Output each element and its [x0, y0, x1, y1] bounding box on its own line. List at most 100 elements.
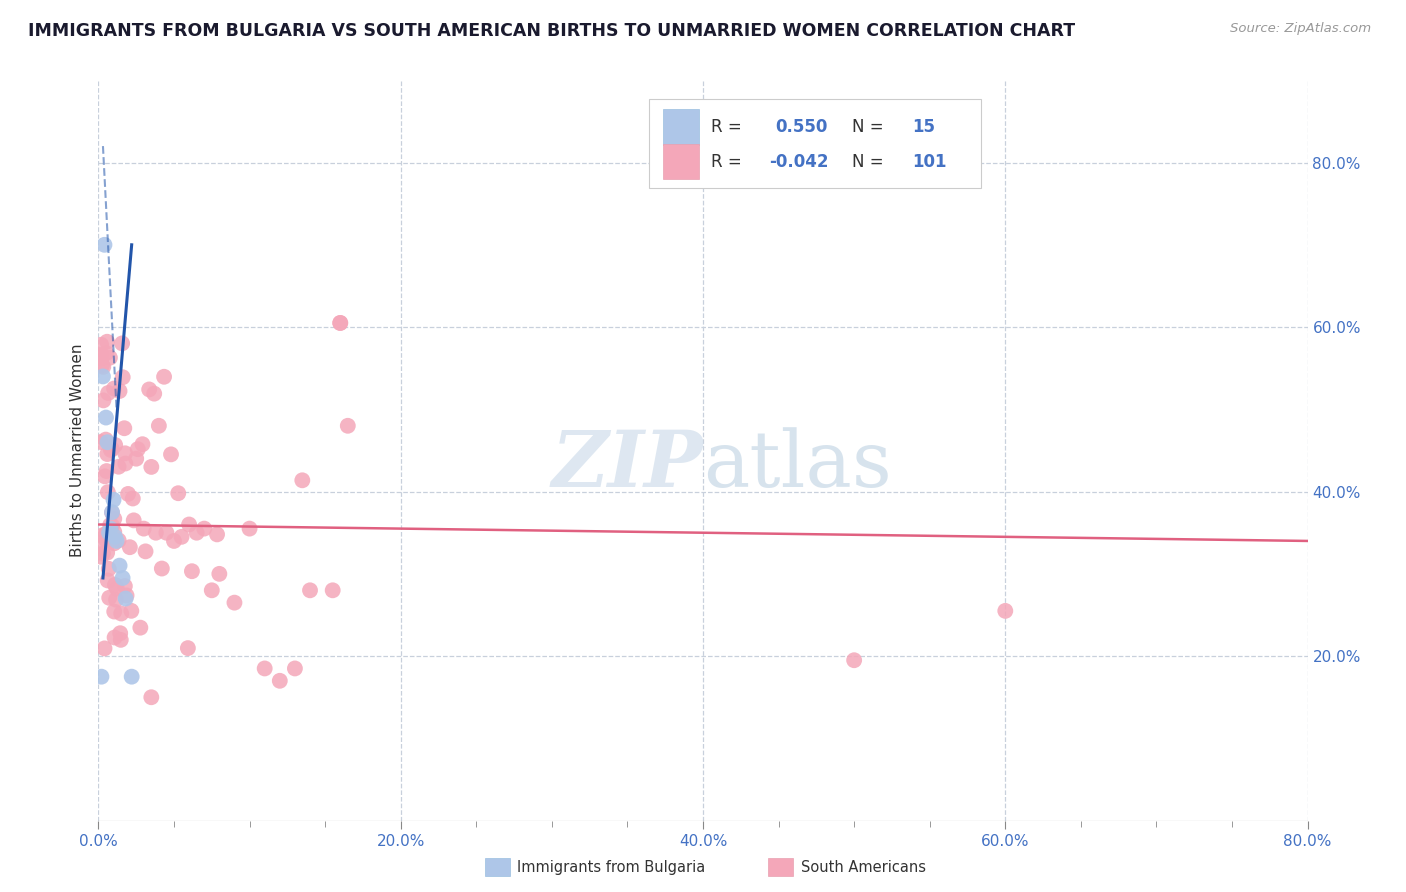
Point [101, 505, 124, 519]
Point [90, 435, 112, 450]
Text: Source: ZipAtlas.com: Source: ZipAtlas.com [1230, 22, 1371, 36]
Point [94, 410, 117, 425]
Point [112, 421, 135, 435]
Point [104, 530, 127, 544]
Point [269, 673, 291, 688]
Point [100, 442, 122, 457]
Point [121, 670, 143, 684]
Text: 101: 101 [912, 153, 946, 170]
Point [163, 533, 186, 548]
Point [122, 513, 145, 527]
Point [97, 485, 120, 500]
Point [844, 653, 866, 667]
Point [103, 536, 125, 550]
Point [91, 546, 114, 560]
Point [91, 369, 114, 384]
Point [299, 583, 322, 598]
Point [105, 582, 128, 596]
Point [97, 386, 120, 401]
Point [141, 459, 163, 474]
Point [100, 522, 122, 536]
Text: atlas: atlas [703, 427, 891, 503]
Text: IMMIGRANTS FROM BULGARIA VS SOUTH AMERICAN BIRTHS TO UNMARRIED WOMEN CORRELATION: IMMIGRANTS FROM BULGARIA VS SOUTH AMERIC… [28, 22, 1076, 40]
Point [101, 518, 124, 533]
Point [104, 578, 127, 592]
Point [329, 316, 352, 330]
Point [98, 351, 121, 365]
Point [111, 336, 134, 351]
Point [150, 561, 173, 575]
Point [201, 583, 224, 598]
Point [114, 457, 136, 471]
Bar [664, 109, 699, 145]
Point [107, 533, 129, 548]
Point [205, 527, 228, 541]
Point [114, 591, 136, 606]
Point [115, 589, 138, 603]
Point [224, 596, 246, 610]
Point [91, 528, 114, 542]
Text: R =: R = [711, 118, 748, 136]
Text: ZIP: ZIP [551, 427, 703, 503]
Point [98, 591, 121, 605]
Point [105, 533, 128, 548]
Point [329, 316, 352, 330]
Point [91, 359, 114, 373]
Point [994, 604, 1017, 618]
Point [100, 529, 122, 543]
Point [177, 641, 200, 656]
Point [96, 435, 118, 450]
Point [141, 690, 163, 705]
Point [253, 661, 276, 675]
Point [291, 473, 314, 487]
Point [90, 536, 112, 550]
Point [91, 359, 114, 374]
Point [96, 447, 118, 461]
Point [336, 418, 359, 433]
Point [110, 607, 132, 621]
Point [148, 418, 170, 433]
Point [94, 433, 117, 447]
Point [103, 492, 125, 507]
Bar [664, 144, 699, 179]
Point [108, 384, 131, 398]
Point [98, 518, 121, 533]
Point [103, 524, 125, 539]
Point [96, 464, 118, 478]
Point [96, 334, 118, 349]
Point [160, 447, 183, 461]
Point [114, 579, 136, 593]
Point [143, 386, 166, 401]
Point [145, 525, 167, 540]
Point [111, 571, 134, 585]
Point [284, 661, 307, 675]
Point [93, 393, 115, 408]
Point [135, 544, 157, 558]
Point [104, 438, 127, 452]
Point [93, 641, 115, 656]
Point [131, 437, 153, 451]
Text: South Americans: South Americans [801, 860, 927, 874]
Point [114, 446, 136, 460]
Point [108, 558, 131, 573]
Point [111, 370, 134, 384]
Point [101, 506, 124, 520]
Point [179, 517, 201, 532]
Point [181, 564, 204, 578]
Point [90, 337, 112, 351]
Text: Immigrants from Bulgaria: Immigrants from Bulgaria [517, 860, 706, 874]
Point [167, 486, 190, 500]
Point [121, 491, 143, 506]
Point [101, 442, 124, 456]
Point [103, 382, 125, 396]
Point [105, 592, 128, 607]
Point [132, 522, 155, 536]
Point [90, 549, 112, 564]
Point [103, 512, 125, 526]
Point [129, 621, 152, 635]
Y-axis label: Births to Unmarried Women: Births to Unmarried Women [69, 343, 84, 558]
Point [90, 348, 112, 362]
Point [155, 525, 177, 540]
Point [239, 522, 262, 536]
Point [193, 522, 215, 536]
